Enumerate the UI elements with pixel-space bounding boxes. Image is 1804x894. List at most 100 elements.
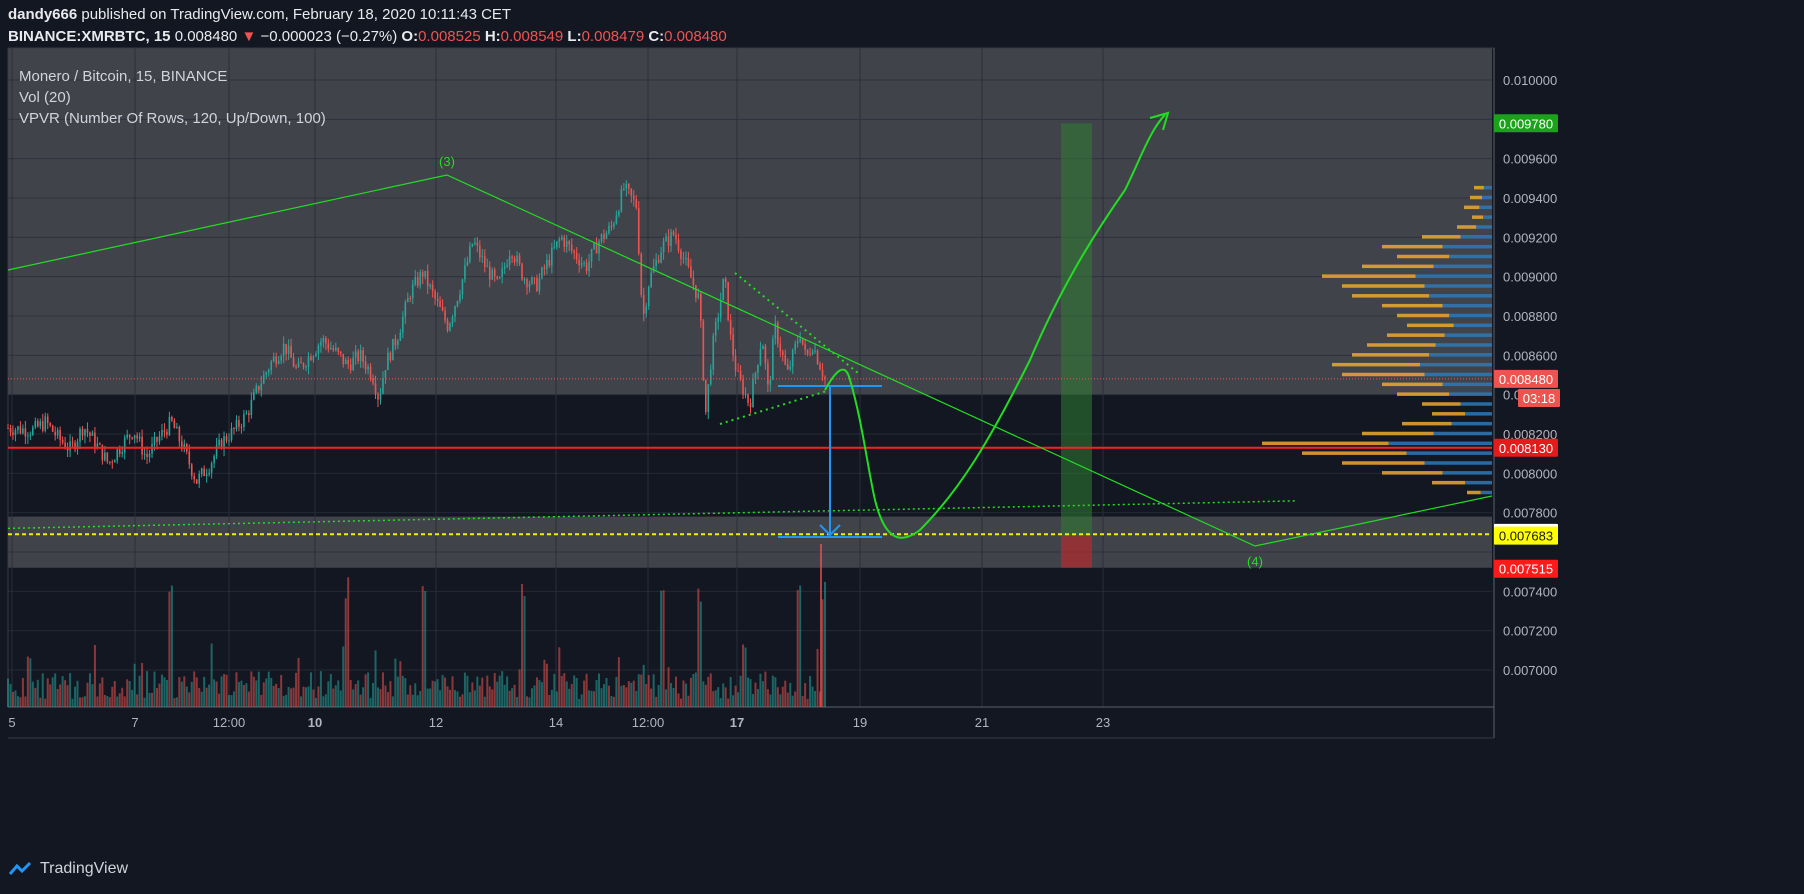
candle-body — [719, 300, 722, 318]
volume-bar — [677, 693, 680, 707]
down-triangle-icon: ▼ — [241, 28, 257, 45]
candle-body — [774, 322, 777, 339]
candle-body — [670, 231, 672, 246]
volume-bar — [476, 676, 479, 707]
legend-vpvr[interactable]: VPVR (Number Of Rows, 120, Up/Down, 100) — [19, 110, 326, 127]
volume-bar — [49, 684, 52, 707]
volume-bar — [481, 677, 484, 707]
candle-body — [635, 199, 638, 208]
candle-body — [320, 341, 322, 346]
volume-bar — [679, 698, 682, 707]
candle-body — [476, 242, 479, 246]
volume-profile-bar-down — [1451, 421, 1492, 426]
candle-body — [744, 394, 747, 396]
volume-bar — [339, 690, 342, 707]
candle-body — [700, 293, 702, 321]
volume-bar — [501, 671, 504, 707]
candle-body — [464, 265, 466, 280]
candle-body — [193, 475, 196, 480]
candle-body — [225, 436, 228, 441]
volume-bar — [806, 698, 809, 707]
candle-body — [483, 256, 486, 267]
volume-bar — [163, 677, 166, 707]
volume-bar — [367, 672, 370, 707]
candle-body — [136, 435, 138, 439]
candle-body — [387, 352, 389, 371]
candle-body — [27, 435, 29, 437]
volume-profile-bar-up — [1382, 471, 1443, 475]
candle-body — [757, 364, 759, 373]
price-label-box — [1494, 114, 1558, 133]
volume-bar — [255, 680, 258, 707]
legend-title[interactable]: Monero / Bitcoin, 15, BINANCE — [19, 68, 228, 85]
volume-bar — [327, 681, 330, 707]
volume-bar — [277, 688, 280, 707]
candle-body — [533, 277, 536, 279]
volume-bar — [682, 680, 685, 707]
y-tick-label: 0.008200 — [1503, 427, 1557, 442]
candle-body — [99, 443, 101, 445]
candle-body — [513, 258, 516, 263]
candle-body — [600, 234, 603, 242]
candle-body — [394, 338, 397, 346]
volume-bar — [309, 672, 312, 707]
volume-bar — [215, 681, 218, 707]
candle-body — [705, 379, 707, 413]
volume-bar — [29, 658, 32, 707]
volume-bar — [521, 584, 524, 707]
volume-bar — [11, 691, 14, 707]
volume-bar — [319, 671, 322, 707]
volume-bar — [260, 694, 263, 707]
candle-body — [215, 445, 218, 457]
candle-body — [558, 239, 561, 242]
candle-body — [752, 379, 754, 408]
candle-body — [560, 237, 563, 240]
author-name[interactable]: dandy666 — [8, 6, 78, 23]
volume-bar — [478, 685, 481, 707]
candle-body — [176, 426, 178, 429]
volume-bar — [158, 683, 161, 707]
volume-bar — [655, 696, 658, 707]
footer: TradingView — [8, 860, 128, 878]
candle-body — [824, 376, 826, 379]
legend-volume[interactable]: Vol (20) — [19, 89, 71, 106]
candle-body — [61, 439, 64, 443]
volume-bar — [761, 681, 764, 707]
candle-body — [479, 245, 481, 258]
volume-bar — [59, 684, 62, 707]
y-tick-label: 0.009200 — [1503, 230, 1557, 245]
symbol-interval: BINANCE:XMRBTC, 15 — [8, 28, 171, 45]
candle-body — [34, 421, 37, 428]
candle-body — [364, 361, 367, 370]
candle-body — [148, 453, 151, 457]
candle-body — [613, 223, 615, 227]
high-value: 0.008549 — [500, 28, 564, 45]
footer-brand[interactable]: TradingView — [40, 860, 129, 877]
candle-body — [245, 413, 248, 415]
volume-bar — [295, 672, 298, 707]
volume-bar — [620, 685, 623, 707]
y-tick-label: 0.007400 — [1503, 584, 1557, 599]
candle-body — [618, 211, 620, 216]
volume-bar — [228, 695, 231, 707]
candle-body — [496, 276, 499, 279]
volume-bar — [530, 688, 533, 707]
candle-body — [166, 431, 168, 435]
volume-bar — [662, 590, 665, 707]
volume-bar — [39, 697, 42, 707]
candle-body — [223, 436, 225, 449]
candle-body — [104, 452, 106, 461]
x-tick-label: 23 — [1096, 715, 1110, 730]
candle-body — [330, 348, 332, 350]
volume-bar — [650, 688, 653, 707]
candle-body — [707, 384, 710, 413]
volume-bar — [821, 599, 824, 707]
candle-body — [501, 268, 503, 278]
volume-bar — [560, 675, 563, 707]
volume-bar — [712, 691, 715, 707]
candle-body — [814, 350, 816, 352]
candle-body — [153, 436, 156, 445]
volume-bar — [665, 689, 668, 707]
candle-body — [158, 436, 161, 442]
